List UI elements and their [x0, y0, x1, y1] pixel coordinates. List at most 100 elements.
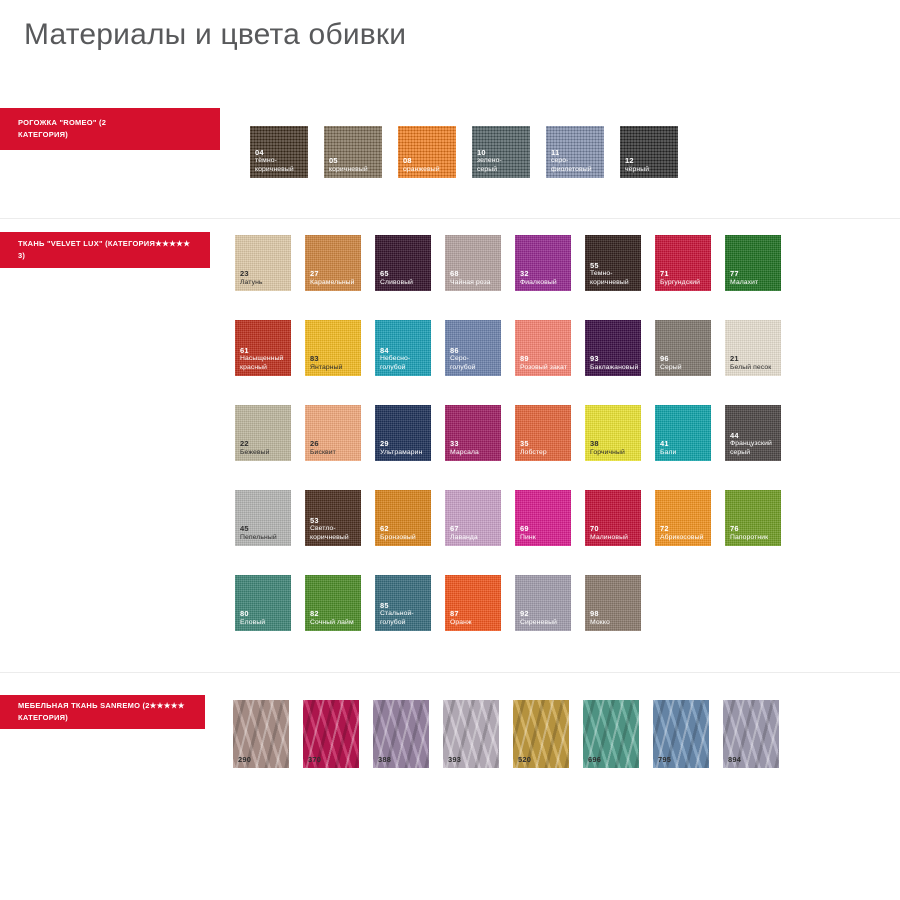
swatch-tile[interactable]: 89 Розовый закат: [515, 320, 571, 376]
swatch-label: 29 Ультрамарин: [380, 439, 428, 457]
swatch-tile[interactable]: 08 оранжевый: [398, 126, 456, 178]
swatch-name: Марсала: [450, 448, 479, 456]
swatch-texture: [375, 405, 431, 461]
swatch-tile[interactable]: 77 Малахит: [725, 235, 781, 291]
swatch-tile[interactable]: 696: [583, 700, 639, 768]
swatch-code: 10: [477, 147, 486, 157]
swatch-tile[interactable]: 93 Баклажановый: [585, 320, 641, 376]
swatch-tile[interactable]: 83 Янтарный: [305, 320, 361, 376]
swatch-label: 83 Янтарный: [310, 354, 358, 372]
category-bar-label: ТКАНЬ "VELVET LUX" (КАТЕГОРИЯ★★★★★ 3): [18, 238, 190, 261]
swatch-tile[interactable]: 61 Насыщенный красный: [235, 320, 291, 376]
swatch-texture: [725, 405, 781, 461]
swatch-tile[interactable]: 370: [303, 700, 359, 768]
swatch-label: 795: [658, 755, 706, 764]
swatch-tile[interactable]: 82 Сочный лайм: [305, 575, 361, 631]
swatch-tile[interactable]: 85 Стальной- голубой: [375, 575, 431, 631]
swatch-texture: [472, 126, 530, 178]
swatch-code: 11: [551, 147, 560, 157]
swatch-tile[interactable]: 393: [443, 700, 499, 768]
swatch-tile[interactable]: 520: [513, 700, 569, 768]
swatch-texture: [305, 405, 361, 461]
swatch-tile[interactable]: 65 Сливовый: [375, 235, 431, 291]
swatch-code: 77: [730, 269, 739, 279]
swatch-tile[interactable]: 71 Бургундский: [655, 235, 711, 291]
swatch-tile[interactable]: 55 Темно- коричневый: [585, 235, 641, 291]
swatch-tile[interactable]: 72 Абрикосовый: [655, 490, 711, 546]
swatch-tile[interactable]: 67 Лаванда: [445, 490, 501, 546]
swatch-name: Абрикосовый: [660, 533, 704, 541]
swatch-code: 44: [730, 430, 739, 440]
swatch-texture: [443, 700, 499, 768]
swatch-label: 65 Сливовый: [380, 269, 428, 287]
swatch-tile[interactable]: 29 Ультрамарин: [375, 405, 431, 461]
swatch-tile[interactable]: 35 Лобстер: [515, 405, 571, 461]
swatch-texture: [513, 700, 569, 768]
swatch-code: 86: [450, 345, 459, 355]
swatch-tile[interactable]: 10 зелено- серый: [472, 126, 530, 178]
swatch-tile[interactable]: 894: [723, 700, 779, 768]
category-bar-label: РОГОЖКА "ROMEO" (2 КАТЕГОРИЯ): [18, 117, 106, 140]
swatch-tile[interactable]: 795: [653, 700, 709, 768]
swatch-label: 12 чёрный: [625, 156, 675, 174]
swatch-tile[interactable]: 53 Светло- коричневый: [305, 490, 361, 546]
swatch-name: Светло- коричневый: [310, 525, 349, 541]
swatch-tile[interactable]: 38 Горчичный: [585, 405, 641, 461]
swatch-tile[interactable]: 84 Небесно- голубой: [375, 320, 431, 376]
swatch-label: 894: [728, 755, 776, 764]
swatch-tile[interactable]: 44 Французский серый: [725, 405, 781, 461]
swatch-code: 83: [310, 354, 319, 364]
swatch-tile[interactable]: 26 Бисквит: [305, 405, 361, 461]
swatch-tile[interactable]: 68 Чайная роза: [445, 235, 501, 291]
swatch-tile[interactable]: 45 Пепельный: [235, 490, 291, 546]
swatch-tile[interactable]: 32 Фиалковый: [515, 235, 571, 291]
category-line-2: 3): [18, 251, 26, 260]
swatch-tile[interactable]: 41 Бали: [655, 405, 711, 461]
swatch-tile[interactable]: 05 коричневый: [324, 126, 382, 178]
swatch-name: Карамельный: [310, 278, 355, 286]
swatch-texture: [585, 575, 641, 631]
swatch-label: 35 Лобстер: [520, 439, 568, 457]
swatch-name: чёрный: [625, 165, 650, 173]
swatch-label: 80 Еловый: [240, 609, 288, 627]
swatch-tile[interactable]: 69 Пинк: [515, 490, 571, 546]
swatch-name: Малахит: [730, 278, 759, 286]
swatch-tile[interactable]: 33 Марсала: [445, 405, 501, 461]
swatch-tile[interactable]: 96 Серый: [655, 320, 711, 376]
swatch-label: 33 Марсала: [450, 439, 498, 457]
swatch-tile[interactable]: 290: [233, 700, 289, 768]
swatch-tile[interactable]: 27 Карамельный: [305, 235, 361, 291]
swatch-name: Еловый: [240, 618, 266, 626]
swatch-tile[interactable]: 86 Серо- голубой: [445, 320, 501, 376]
swatch-tile[interactable]: 87 Оранж: [445, 575, 501, 631]
swatch-tile[interactable]: 22 Бежевый: [235, 405, 291, 461]
swatch-tile[interactable]: 62 Бронзовый: [375, 490, 431, 546]
category-bar-velvet-lux[interactable]: ТКАНЬ "VELVET LUX" (КАТЕГОРИЯ★★★★★ 3): [0, 232, 210, 268]
swatch-tile[interactable]: 76 Папоротник: [725, 490, 781, 546]
category-bar-label: МЕБЕЛЬНАЯ ТКАНЬ SANREMO (2★★★★★ КАТЕГОРИЯ…: [18, 700, 185, 723]
swatch-texture: [620, 126, 678, 178]
swatch-tile[interactable]: 23 Латунь: [235, 235, 291, 291]
category-bar-rogozhka-romeo[interactable]: РОГОЖКА "ROMEO" (2 КАТЕГОРИЯ): [0, 108, 220, 150]
swatch-tile[interactable]: 04 тёмно- коричневый: [250, 126, 308, 178]
swatch-texture: [235, 405, 291, 461]
category-stars: ★★★★★: [149, 701, 185, 711]
swatch-texture: [398, 126, 456, 178]
swatch-label: 696: [588, 755, 636, 764]
swatch-texture: [725, 235, 781, 291]
swatch-tile[interactable]: 98 Мокко: [585, 575, 641, 631]
swatch-tile[interactable]: 21 Белый песок: [725, 320, 781, 376]
swatch-tile[interactable]: 70 Малиновый: [585, 490, 641, 546]
swatch-tile[interactable]: 388: [373, 700, 429, 768]
swatch-label: 77 Малахит: [730, 269, 778, 287]
swatch-tile[interactable]: 12 чёрный: [620, 126, 678, 178]
swatch-code: 61: [240, 345, 249, 355]
swatch-label: 44 Французский серый: [730, 431, 778, 457]
swatch-label: 82 Сочный лайм: [310, 609, 358, 627]
swatch-code: 388: [378, 754, 392, 764]
category-bar-sanremo[interactable]: МЕБЕЛЬНАЯ ТКАНЬ SANREMO (2★★★★★ КАТЕГОРИЯ…: [0, 695, 205, 729]
swatch-label: 61 Насыщенный красный: [240, 346, 288, 372]
swatch-tile[interactable]: 92 Сиреневый: [515, 575, 571, 631]
swatch-tile[interactable]: 80 Еловый: [235, 575, 291, 631]
swatch-tile[interactable]: 11 серо- фиолетовый: [546, 126, 604, 178]
